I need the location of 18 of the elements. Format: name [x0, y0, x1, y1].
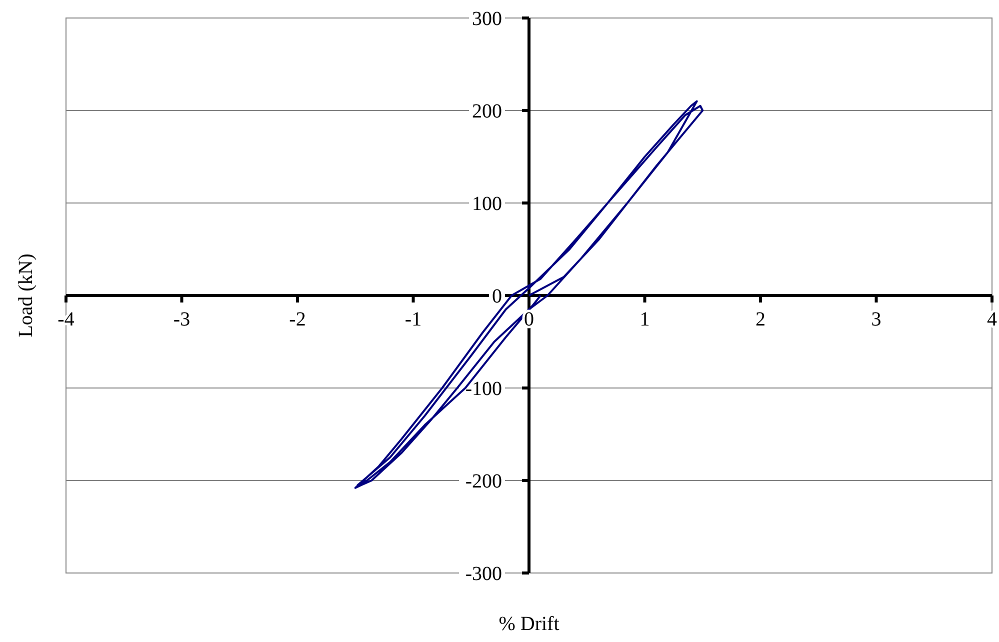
- x-tick-label: -2: [289, 308, 306, 330]
- y-axis-title: Load (kN): [15, 254, 37, 338]
- x-tick-label: 3: [871, 308, 882, 330]
- x-tick-label: 2: [756, 308, 766, 330]
- line-series: [354, 100, 704, 489]
- x-tick-label: -3: [173, 308, 190, 330]
- y-tick-label: -300: [465, 563, 502, 585]
- x-tick-label: -4: [58, 308, 74, 330]
- x-tick-label: 4: [987, 308, 997, 330]
- y-tick-label: 300: [472, 8, 502, 30]
- y-tick-label: -100: [465, 378, 502, 400]
- y-tick-label: 100: [472, 193, 502, 215]
- y-tick-label: 200: [472, 100, 502, 122]
- y-tick-label: -200: [465, 470, 502, 492]
- x-tick-label: -1: [404, 308, 422, 330]
- y-tick-label: 0: [492, 286, 502, 308]
- x-tick-label: 1: [640, 308, 650, 330]
- x-axis-title: % Drift: [498, 613, 560, 635]
